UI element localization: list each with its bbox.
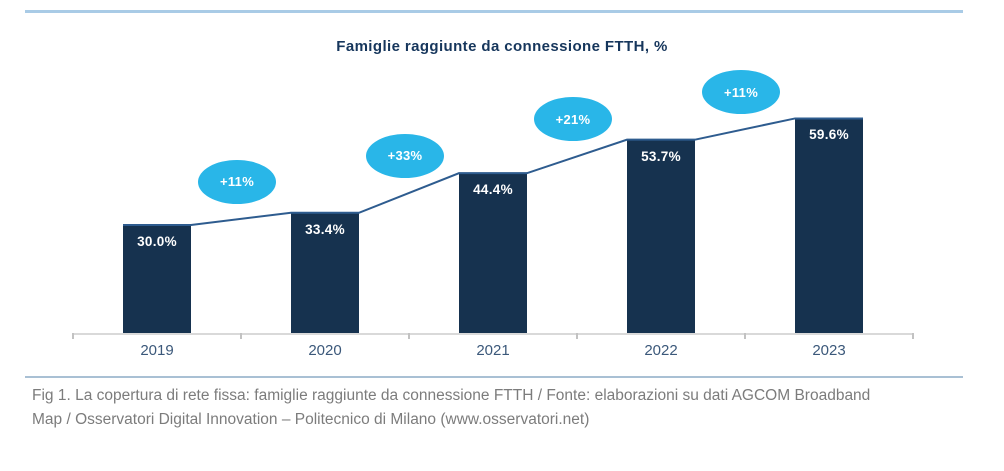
figure-caption-line-2: Map / Osservatori Digital Innovation – P… [32, 411, 590, 428]
bar [795, 118, 863, 333]
caption-divider [25, 376, 963, 378]
growth-bubble: +33% [366, 133, 444, 178]
x-tick-label: 2021 [476, 342, 510, 359]
x-tick-label: 2022 [644, 342, 678, 359]
figure-caption-line-1: Fig 1. La copertura di rete fissa: famig… [32, 387, 871, 404]
bar-value-label: 44.4% [473, 182, 513, 198]
bar-value-label: 30.0% [137, 234, 177, 249]
top-accent-rule [25, 10, 963, 13]
axis-tick [576, 333, 578, 339]
bar [123, 225, 191, 333]
bar [291, 212, 359, 333]
growth-bubble-label: +11% [723, 84, 759, 100]
axis-tick [408, 333, 410, 339]
axis-tick [744, 333, 746, 339]
bar [627, 139, 695, 333]
x-axis [73, 333, 913, 335]
bar-value-label: 33.4% [305, 221, 345, 237]
axis-tick [240, 333, 242, 339]
growth-bubble: +21% [534, 97, 612, 142]
growth-bubble-label: +33% [387, 148, 423, 164]
growth-bubble: +11% [702, 70, 780, 115]
growth-bubble: +11% [198, 159, 276, 204]
growth-bubble-label: +11% [219, 174, 255, 190]
chart-title: Famiglie raggiunte da connessione FTTH, … [336, 38, 668, 55]
figure-caption: Fig 1. La copertura di rete fissa: famig… [32, 384, 992, 432]
axis-tick [72, 333, 74, 339]
growth-bubble-label: +21% [555, 111, 591, 127]
x-tick-label: 2019 [140, 342, 174, 359]
bar-value-label: 59.6% [809, 127, 849, 143]
axis-tick [912, 333, 914, 339]
x-tick-label: 2023 [812, 342, 846, 359]
bar-value-label: 53.7% [641, 148, 681, 164]
x-tick-label: 2020 [308, 342, 342, 359]
